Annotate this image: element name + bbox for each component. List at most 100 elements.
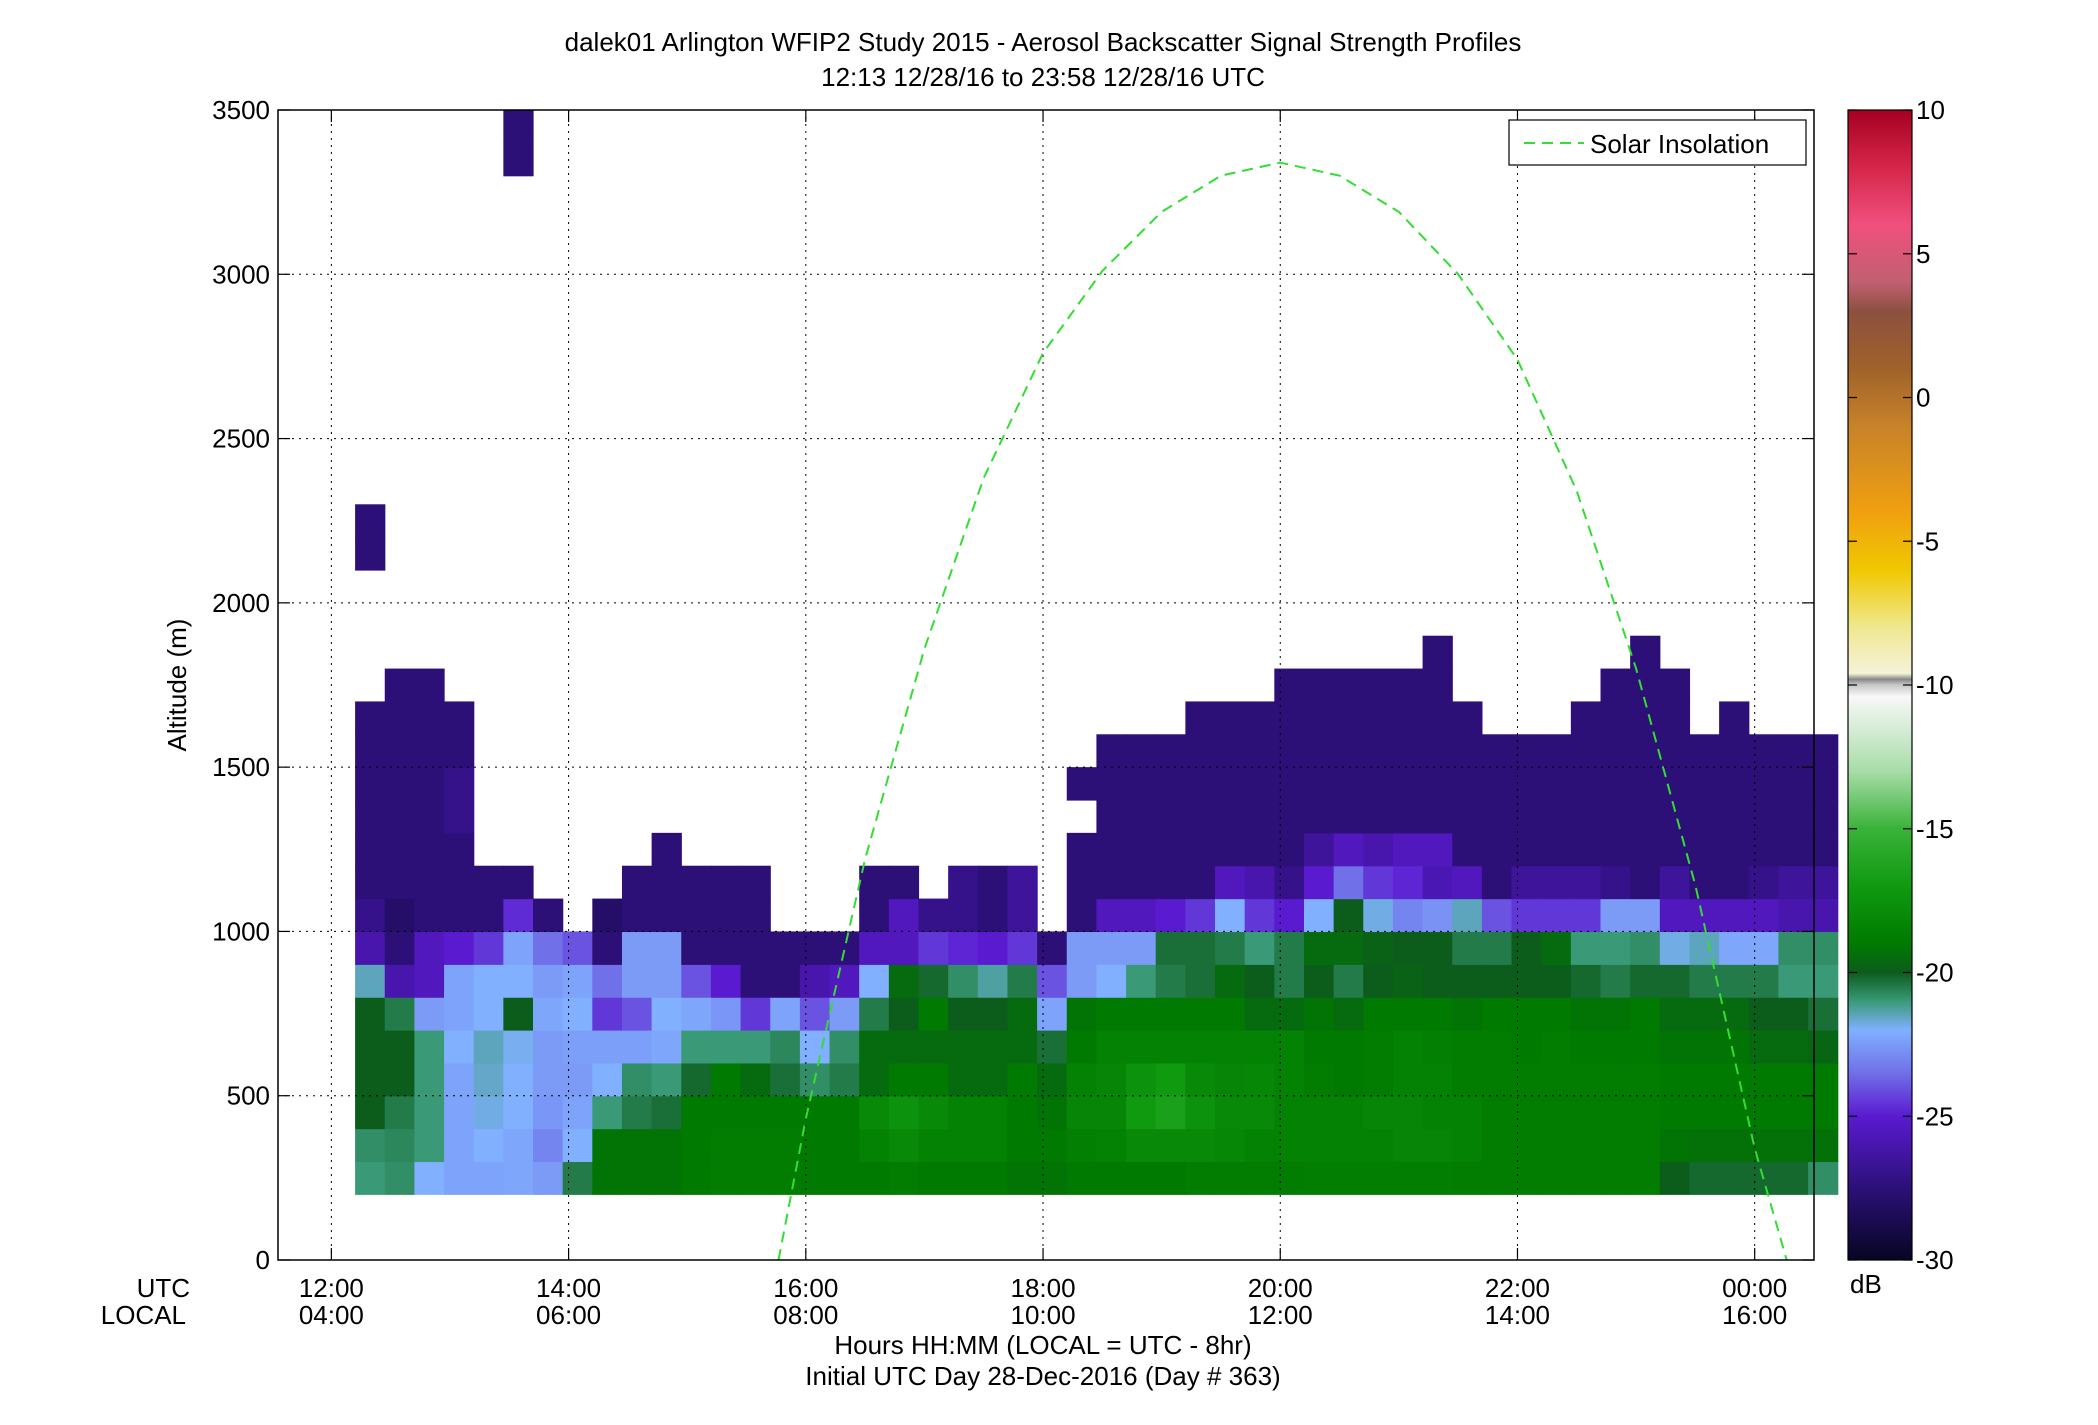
heatmap-cell [355,997,386,1031]
heatmap-cell [1659,865,1691,900]
heatmap-cell [1363,734,1394,768]
heatmap-cell [1066,1095,1098,1130]
heatmap-cell [1719,800,1750,834]
heatmap-cell [384,964,415,998]
colorbar-tick-label: 0 [1916,383,1930,413]
heatmap-cell [770,1161,801,1195]
heatmap-cell [948,1128,979,1163]
heatmap-cell [651,898,682,933]
heatmap-cell [1066,865,1098,900]
heatmap-cell [1363,668,1394,703]
heatmap-cell [1392,997,1424,1031]
heatmap-cell [1126,1161,1157,1195]
heatmap-cell [799,1095,831,1130]
heatmap-cell [1808,1128,1839,1163]
heatmap-cell [1748,1062,1780,1097]
heatmap-cell [1511,997,1542,1031]
heatmap-cell [1274,1030,1305,1064]
heatmap-cell [740,1161,771,1195]
heatmap-cell [888,865,920,900]
heatmap-cell [533,1095,564,1130]
heatmap-cell [355,898,386,933]
heatmap-cell [1748,931,1780,965]
heatmap-cell [1570,734,1602,768]
heatmap-cell [1185,1095,1216,1130]
heatmap-cell [1096,1030,1127,1064]
heatmap-cell [977,1095,1009,1130]
heatmap-cell [1185,832,1216,867]
heatmap-cell [1185,964,1216,998]
heatmap-cell [1719,931,1750,965]
heatmap-cell [1126,767,1157,801]
x-tick-label-local: 08:00 [773,1300,838,1330]
colorbar-tick-label: -5 [1916,526,1939,556]
heatmap-cell [1096,1095,1127,1130]
heatmap-cell [1333,1095,1364,1130]
heatmap-cell [977,898,1009,933]
heatmap-cell [592,898,623,933]
heatmap-cell [1808,1095,1839,1130]
heatmap-cell [1511,1161,1542,1195]
heatmap-cell [977,931,1009,965]
heatmap-cell [740,1128,771,1163]
legend: Solar Insolation [1508,119,1807,166]
heatmap-cell [1748,865,1780,900]
heatmap-cell [592,1161,623,1195]
heatmap-cell [1511,931,1542,965]
heatmap-cell [1274,931,1305,965]
heatmap-cell [1392,865,1424,900]
heatmap-cell [799,931,831,965]
heatmap-cell [1096,1128,1127,1163]
heatmap-cell [1778,734,1809,768]
heatmap-cell [888,997,920,1031]
heatmap-cell [1392,964,1424,998]
x-tick-label-utc: 12:00 [299,1273,364,1303]
heatmap-cell [1452,964,1483,998]
heatmap-cell [473,997,504,1031]
heatmap-cell [384,1161,415,1195]
heatmap-cell [1333,931,1364,965]
heatmap-cell [1126,898,1157,933]
heatmap-cell [1659,964,1691,998]
colorbar-tick-label: -25 [1916,1101,1954,1131]
heatmap-cell [1808,865,1839,900]
heatmap-cell [1333,865,1364,900]
heatmap-cell [533,997,564,1031]
heatmap-cell [1333,767,1364,801]
heatmap-cell [414,734,445,768]
heatmap-cell [1808,800,1839,834]
heatmap-cell [710,865,742,900]
heatmap-cell [1303,964,1335,998]
heatmap-cell [859,997,890,1031]
heatmap-cell [1481,1161,1513,1195]
heatmap-cell [859,1161,890,1195]
heatmap-cell [681,1095,712,1130]
heatmap-cell [473,898,504,933]
heatmap-cell [384,668,415,703]
heatmap-cell [681,898,712,933]
heatmap-cell [592,997,623,1031]
heatmap-cell [1185,1062,1216,1097]
heatmap-cell [1422,1062,1453,1097]
heatmap-cell [1748,767,1780,801]
colorbar-ticks: 10 5 0 -5 -10 -15 -20 -25 -30 [1848,95,1954,1275]
heatmap-cell [1303,734,1335,768]
heatmap-cell [1066,1128,1098,1163]
heatmap-cell [1185,800,1216,834]
heatmap-cell [1303,767,1335,801]
heatmap-cell [651,1030,682,1064]
heatmap-cell [1452,1128,1483,1163]
heatmap-cell [473,1030,504,1064]
heatmap-cell [1244,800,1275,834]
heatmap-cell [1155,1128,1186,1163]
heatmap-cell [1066,1161,1098,1195]
heatmap-cell [1659,1161,1691,1195]
heatmap-cell [1600,1062,1631,1097]
heatmap-cell [355,1030,386,1064]
heatmap-cell [770,1030,801,1064]
heatmap-cell [1333,1062,1364,1097]
heatmap-cell [1096,767,1127,801]
heatmap-cell [1037,931,1068,965]
y-tick-label: 500 [227,1081,270,1111]
